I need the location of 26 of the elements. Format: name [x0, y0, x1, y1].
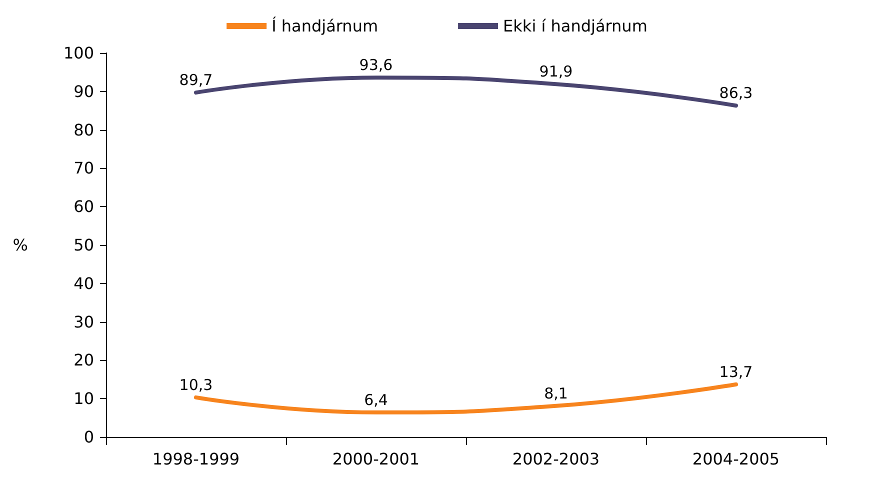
- legend-label: Í handjárnum: [272, 16, 378, 36]
- y-tick-label: 10: [74, 389, 94, 408]
- data-label: 91,9: [539, 62, 573, 81]
- data-label: 8,1: [544, 384, 568, 402]
- y-tick-label: 60: [74, 197, 94, 216]
- x-tick-label: 1998-1999: [152, 450, 240, 468]
- y-tick-label: 50: [74, 236, 94, 254]
- y-axis-title: %: [12, 236, 28, 254]
- y-tick-label: 0: [84, 428, 94, 446]
- data-label: 93,6: [359, 56, 393, 74]
- x-tick-label: 2002-2003: [512, 450, 600, 468]
- y-tick-label: 70: [74, 158, 94, 178]
- data-label: 89,7: [179, 71, 213, 90]
- data-label: 6,4: [364, 390, 388, 409]
- y-tick-label: 20: [74, 350, 94, 370]
- legend-label: Ekki í handjárnum: [503, 16, 648, 36]
- y-tick-label: 30: [74, 312, 94, 332]
- data-label: 86,3: [719, 84, 753, 102]
- data-label: 10,3: [179, 376, 213, 394]
- x-tick-label: 2000-2001: [332, 450, 420, 468]
- data-label: 13,7: [719, 362, 753, 381]
- y-tick-label: 40: [74, 274, 94, 293]
- y-tick-label: 100: [63, 44, 94, 62]
- y-tick-label: 90: [74, 82, 94, 101]
- x-tick-label: 2004-2005: [692, 450, 780, 468]
- y-tick-label: 80: [74, 120, 94, 140]
